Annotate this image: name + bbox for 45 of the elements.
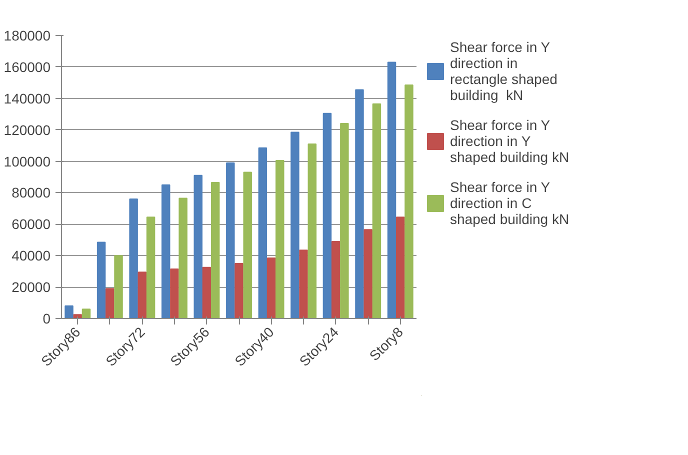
bar — [396, 216, 405, 318]
y-tick-label: 100000 — [4, 153, 51, 170]
bar — [129, 198, 138, 318]
bar — [202, 266, 212, 318]
bar — [96, 242, 106, 318]
legend-label: Shear force in Y direction in Y shaped building kN — [450, 117, 570, 165]
bar — [299, 250, 308, 318]
y-tick-label: 20000 — [12, 279, 51, 296]
bar — [308, 143, 317, 318]
bar — [290, 132, 300, 318]
y-tick-label: 60000 — [12, 216, 51, 232]
bar — [387, 62, 396, 318]
bar — [404, 84, 414, 318]
bar — [322, 112, 332, 318]
bar — [276, 160, 284, 318]
bar — [355, 89, 364, 318]
y-tick-label: 120000 — [4, 122, 51, 138]
bar — [364, 229, 372, 318]
bar — [82, 308, 91, 318]
bar — [243, 172, 252, 318]
y-tick-label: 140000 — [4, 90, 51, 106]
bar — [258, 147, 268, 318]
bar — [194, 174, 202, 318]
bar — [138, 272, 147, 318]
bar — [178, 198, 188, 318]
legend-label: Shear force in Y direction in C shaped building kN — [450, 179, 570, 227]
bar — [210, 182, 220, 318]
bar — [170, 268, 179, 318]
y-tick-label: 40000 — [12, 248, 51, 264]
y-tick-label: 80000 — [12, 184, 51, 201]
bar — [114, 255, 123, 318]
bar — [64, 305, 74, 318]
bar — [372, 103, 382, 318]
y-tick-label: 160000 — [4, 58, 51, 75]
bar — [340, 123, 349, 318]
bar — [266, 257, 276, 318]
legend-label: Shear force in Y direction in rectangle shaped building kN — [450, 39, 558, 103]
y-tick-label: 0 — [42, 310, 51, 326]
bar — [226, 162, 235, 318]
bar — [106, 288, 114, 318]
bar — [161, 184, 170, 318]
bar — [146, 216, 156, 318]
y-tick-label: 180000 — [4, 28, 51, 44]
bar — [331, 240, 340, 318]
bar — [234, 262, 244, 318]
